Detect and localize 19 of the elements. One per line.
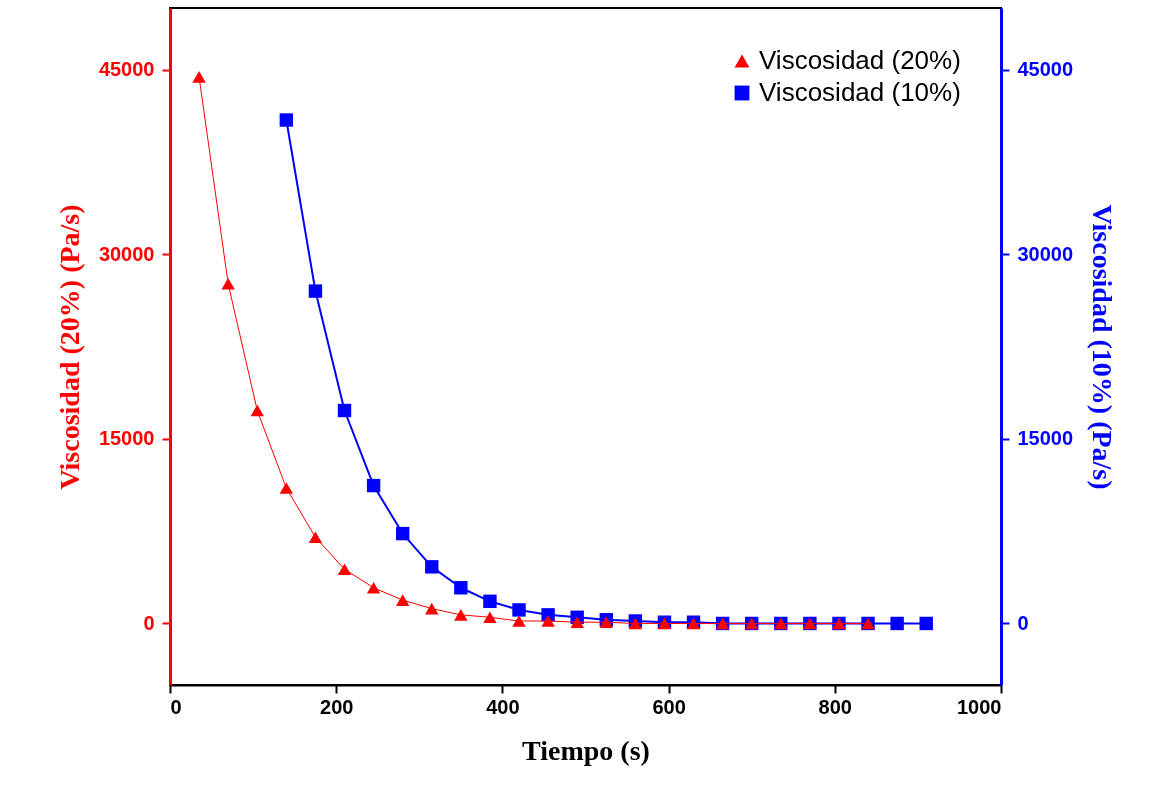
y-tick-label: 30000	[98, 242, 155, 265]
y-axis-title: Viscosidad (20%) (Pa/s)	[53, 204, 85, 490]
x-tick-label: 600	[652, 695, 686, 718]
y-tick-label: 45000	[98, 58, 155, 81]
y-tick-label: 0	[143, 611, 155, 634]
legend-label: Viscosidad (10%)	[759, 77, 961, 107]
y2-tick-label: 0	[1017, 611, 1029, 634]
y2-tick-label: 15000	[1017, 427, 1074, 450]
x-tick-label: 800	[818, 695, 852, 718]
y2-tick-label: 30000	[1017, 242, 1074, 265]
y-tick-label: 15000	[98, 427, 155, 450]
y2-tick-label: 45000	[1017, 58, 1074, 81]
x-tick-label: 400	[486, 695, 520, 718]
legend-label: Viscosidad (20%)	[759, 45, 961, 75]
y2-axis-title: Viscosidad (10%) (Pa/s)	[1087, 204, 1119, 490]
x-tick-label: 200	[320, 695, 354, 718]
x-tick-label: 1000	[957, 695, 1002, 718]
x-axis-title: Tiempo (s)	[522, 734, 650, 766]
x-tick-label: 0	[170, 695, 182, 718]
